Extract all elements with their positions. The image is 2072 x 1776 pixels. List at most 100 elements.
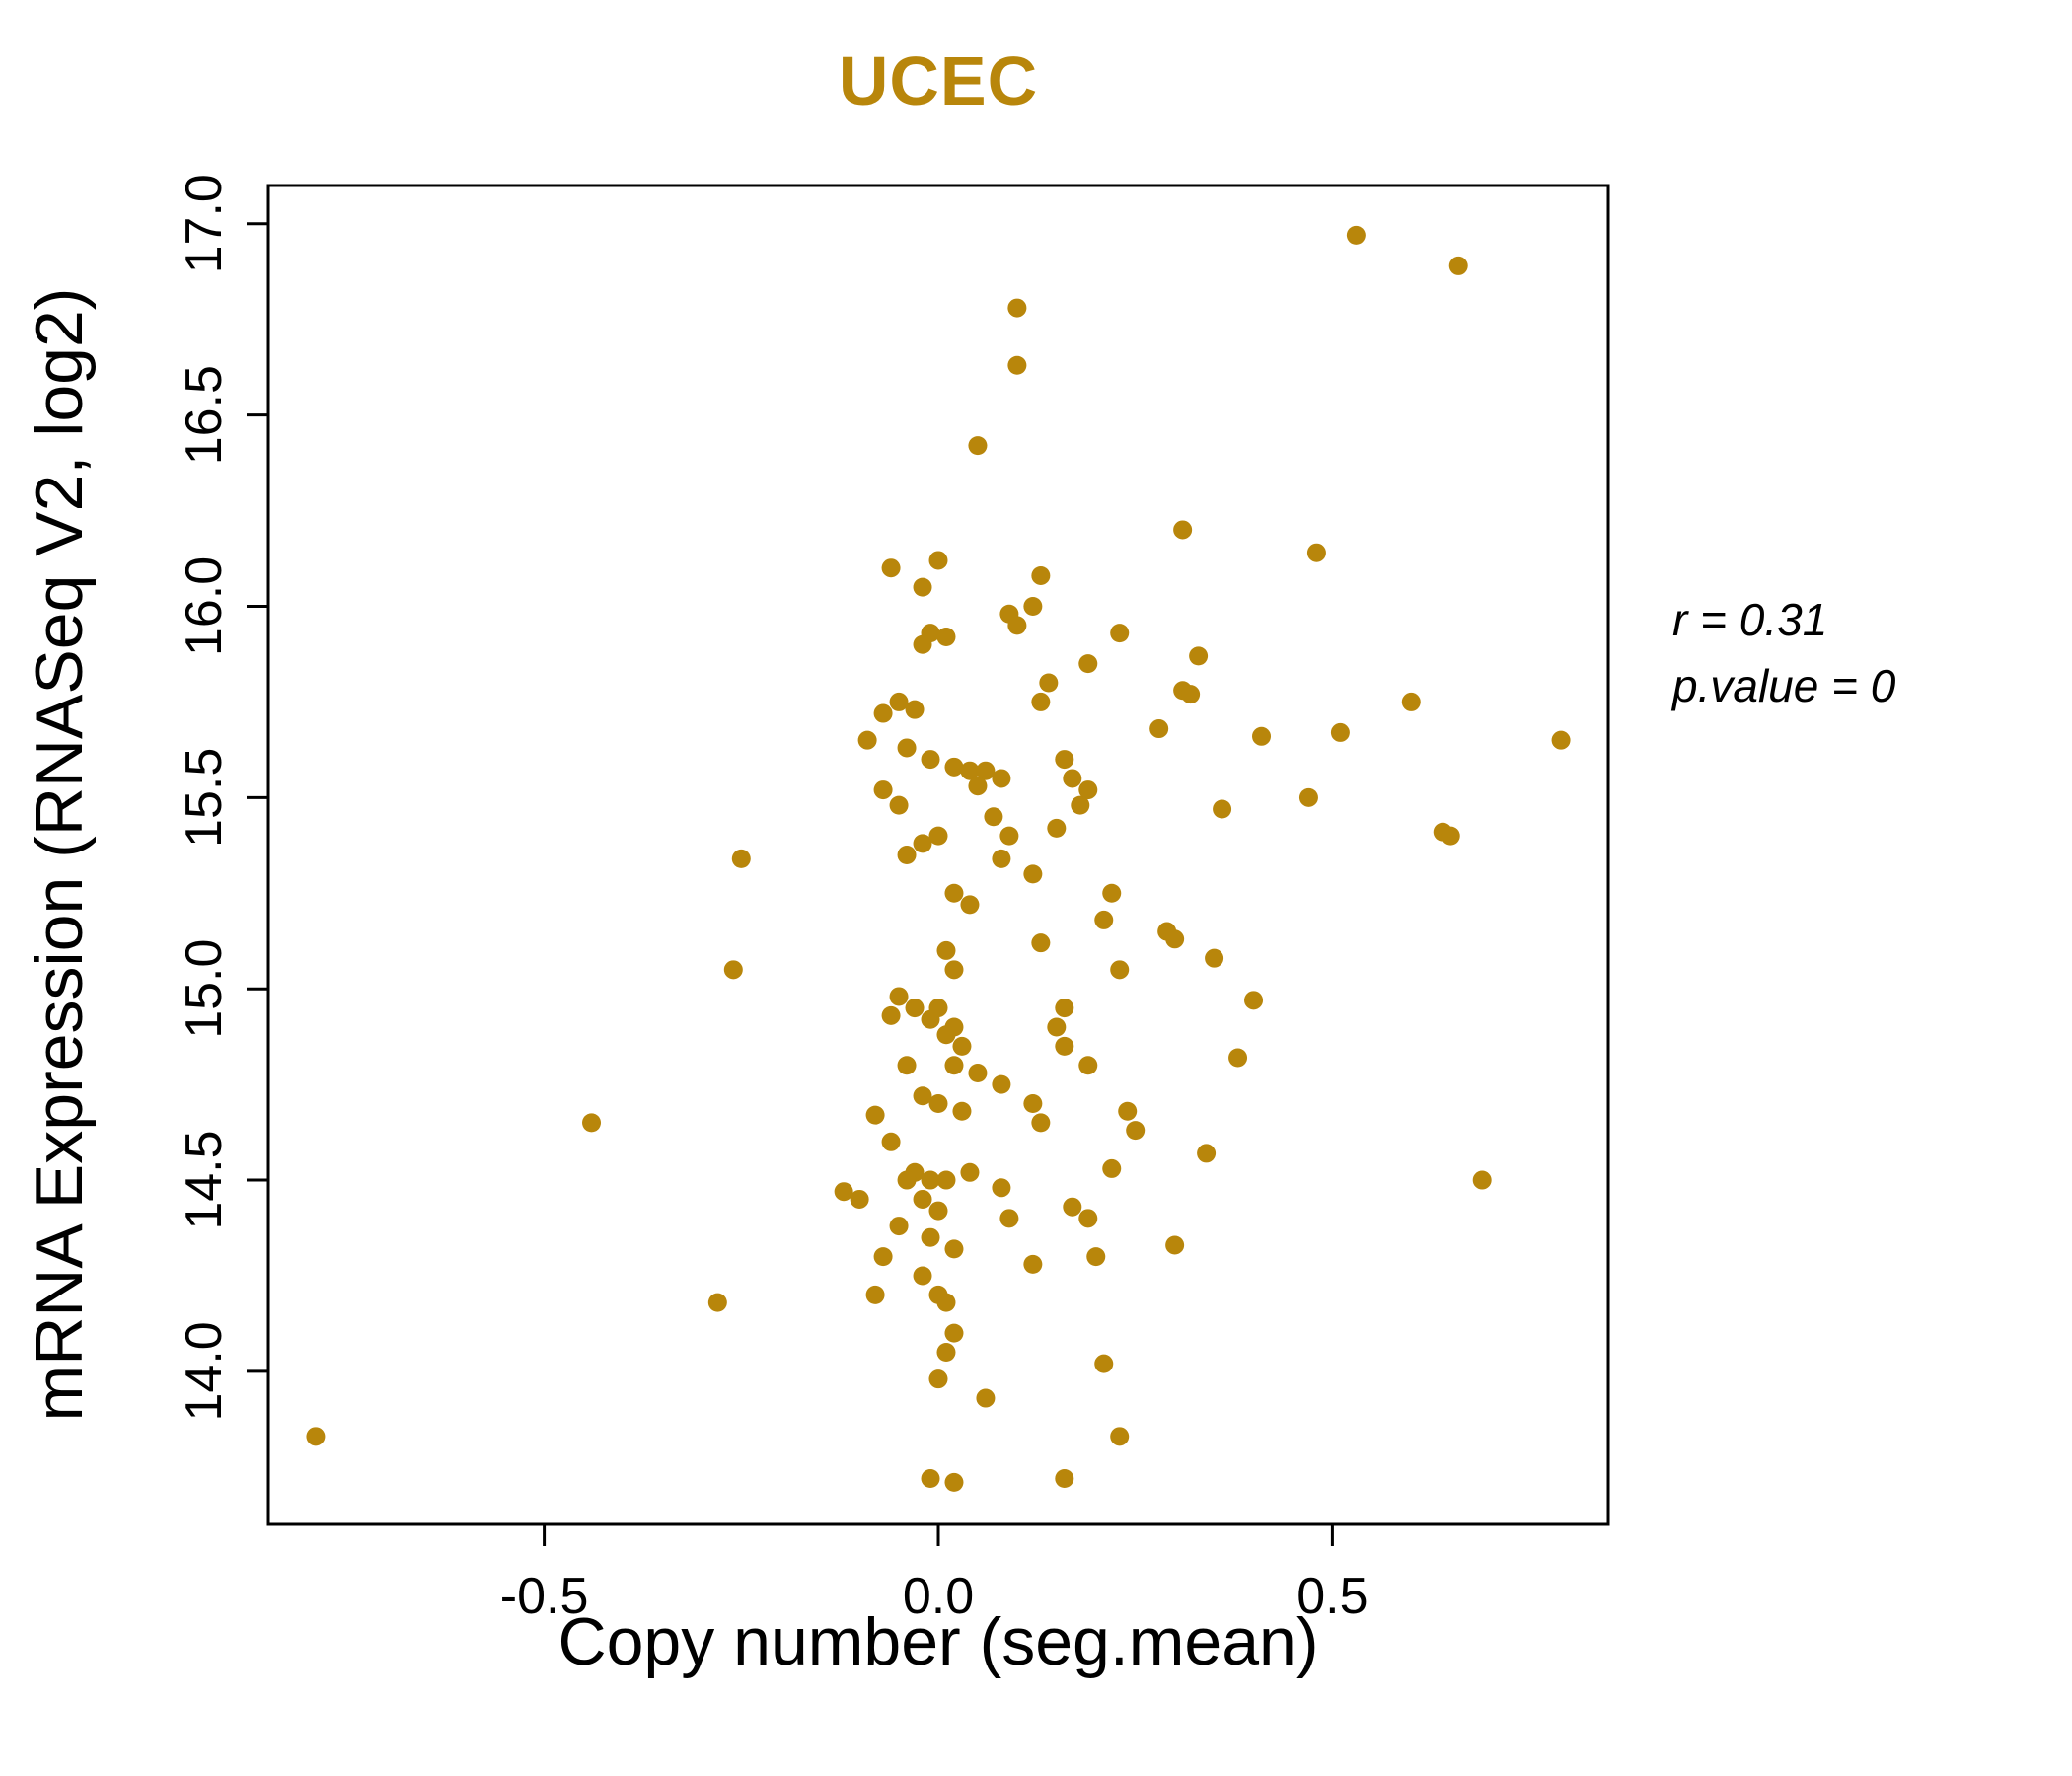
data-point — [1346, 225, 1366, 245]
data-point — [944, 960, 964, 980]
data-point — [992, 1074, 1011, 1094]
data-point — [1189, 646, 1209, 666]
y-tick-label: 17.0 — [176, 174, 233, 273]
data-point — [1330, 722, 1350, 742]
data-point — [881, 1005, 901, 1025]
data-point — [1173, 520, 1193, 540]
data-point — [921, 1227, 940, 1247]
data-point — [306, 1427, 326, 1446]
data-point — [968, 1063, 988, 1082]
data-point — [1031, 1113, 1051, 1133]
data-point — [952, 1036, 972, 1056]
data-point — [1078, 1056, 1098, 1075]
data-point — [1023, 864, 1043, 884]
data-point — [936, 1343, 956, 1363]
data-point — [850, 1189, 869, 1209]
data-point — [1102, 883, 1122, 903]
x-tick-label: 0.5 — [1296, 1568, 1368, 1625]
data-point — [968, 436, 988, 456]
data-point — [1306, 543, 1326, 562]
data-point — [1078, 654, 1098, 674]
data-point — [1448, 256, 1468, 275]
data-point — [1298, 787, 1318, 807]
data-point — [999, 826, 1019, 846]
data-point — [1110, 1427, 1130, 1446]
data-point — [992, 769, 1011, 788]
data-point — [1126, 1121, 1146, 1141]
data-point — [968, 777, 988, 796]
data-point — [944, 883, 964, 903]
data-point — [873, 780, 893, 800]
data-point — [1441, 826, 1460, 846]
data-point — [1118, 1101, 1138, 1121]
data-point — [1055, 1468, 1074, 1488]
correlation-r-text: r = 0.31 — [1672, 594, 1828, 645]
data-point — [928, 1369, 948, 1389]
data-point — [905, 700, 925, 719]
y-tick-label: 15.0 — [176, 939, 233, 1039]
data-point — [1031, 933, 1051, 953]
data-point — [1102, 1158, 1122, 1178]
y-tick-label: 15.5 — [176, 748, 233, 848]
y-tick-label: 14.0 — [176, 1321, 233, 1421]
data-point — [936, 628, 956, 647]
data-point — [944, 1239, 964, 1259]
data-point — [1401, 692, 1421, 711]
data-point — [1063, 769, 1082, 788]
data-point — [1165, 929, 1185, 949]
data-point — [897, 738, 917, 758]
data-point — [1165, 1235, 1185, 1255]
data-point — [889, 987, 909, 1006]
data-point — [1007, 298, 1027, 318]
data-point — [582, 1113, 602, 1133]
data-point — [731, 849, 751, 868]
data-point — [897, 1170, 917, 1190]
data-point — [1055, 750, 1074, 770]
data-point — [928, 826, 948, 846]
data-point — [897, 1056, 917, 1075]
data-point — [1063, 1197, 1082, 1217]
data-point — [707, 1293, 727, 1312]
data-point — [1110, 624, 1130, 643]
chart-title: UCEC — [838, 42, 1039, 119]
data-point — [1039, 673, 1059, 693]
data-point — [936, 940, 956, 960]
data-point — [960, 761, 980, 780]
data-point — [897, 846, 917, 864]
x-tick-label: -0.5 — [500, 1568, 589, 1625]
data-point — [928, 1094, 948, 1114]
data-point — [944, 1323, 964, 1343]
data-point — [865, 1285, 885, 1304]
data-point — [936, 1170, 956, 1190]
data-point — [913, 577, 932, 597]
data-point — [881, 1132, 901, 1151]
data-point — [1047, 1017, 1067, 1037]
data-point — [976, 1388, 996, 1408]
data-point — [723, 960, 743, 980]
data-point — [928, 999, 948, 1018]
data-point — [952, 1101, 972, 1121]
data-point — [881, 558, 901, 578]
data-point — [921, 1468, 940, 1488]
correlation-annotation: r = 0.31 p.value = 0 — [1672, 587, 1895, 718]
data-point — [992, 849, 1011, 868]
data-point — [1197, 1144, 1217, 1163]
data-point — [944, 1056, 964, 1075]
data-point — [1078, 780, 1098, 800]
y-axis-label: mRNA Expression (RNASeq V2, log2) — [22, 287, 97, 1422]
data-point — [873, 1247, 893, 1267]
y-tick-label: 14.5 — [176, 1130, 233, 1229]
data-point — [1252, 726, 1272, 746]
data-point — [865, 1105, 885, 1125]
data-point — [834, 1182, 853, 1202]
data-point — [1110, 960, 1130, 980]
data-point — [936, 1293, 956, 1312]
data-point — [1031, 565, 1051, 585]
data-point — [1244, 991, 1264, 1010]
data-point — [1023, 1094, 1043, 1114]
data-point — [1472, 1170, 1492, 1190]
y-tick-label: 16.5 — [176, 365, 233, 465]
data-point — [960, 895, 980, 915]
data-point — [1047, 818, 1067, 838]
